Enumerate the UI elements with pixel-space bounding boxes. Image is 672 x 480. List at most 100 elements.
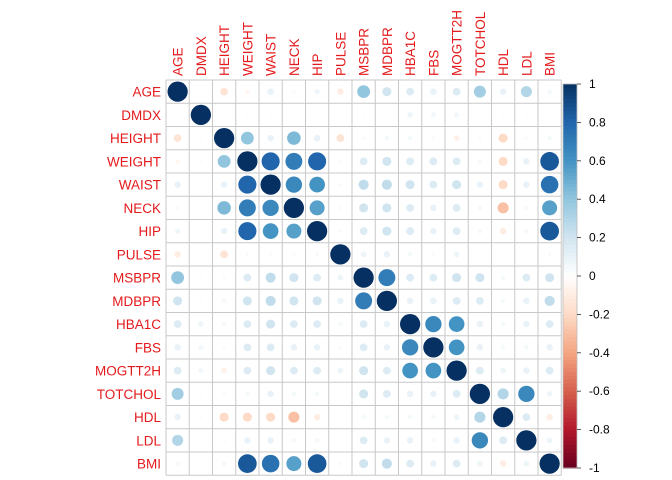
corr-circle-mdbpr-weight — [242, 296, 252, 306]
corr-circle-waist-weight — [238, 175, 257, 194]
corr-circle-totchol-totchol — [469, 383, 490, 404]
colorbar-segment — [563, 291, 577, 296]
corr-circle-age-fbs — [430, 88, 437, 95]
corr-circle-bmi-weight — [238, 454, 257, 473]
colorbar-segment — [563, 341, 577, 346]
corr-circle-neck-totchol — [477, 205, 483, 211]
colorbar-segment — [563, 233, 577, 239]
corr-circle-totchol-bmi — [546, 391, 553, 397]
corr-circle-pulse-fbs — [431, 252, 436, 257]
corr-circle-waist-pulse — [338, 182, 343, 187]
corr-circle-fbs-age — [174, 344, 181, 351]
corr-circle-totchol-fbs — [430, 390, 437, 398]
corr-circle-hdl-age — [174, 413, 181, 421]
corr-circle-pulse-neck — [292, 252, 296, 257]
corr-circle-mdbpr-hdl — [500, 298, 506, 304]
corr-circle-height-waist — [267, 134, 274, 142]
corr-circle-bmi-hip — [307, 454, 327, 473]
corr-circle-mdbpr-totchol — [475, 296, 484, 305]
corr-circle-mdbpr-height — [221, 298, 227, 304]
corr-circle-hdl-mdbpr — [384, 414, 390, 420]
column-label-hba1c: HBA1C — [403, 31, 418, 76]
row-label-totchol: TOTCHOL — [97, 387, 162, 402]
colorbar-segment — [563, 229, 577, 235]
corr-circle-dmdx-dmdx — [190, 104, 211, 125]
corr-circle-hdl-hba1c — [407, 414, 413, 420]
colorbar-segment — [563, 91, 577, 97]
colorbar-segment — [563, 256, 577, 262]
corr-circle-hip-hba1c — [406, 227, 415, 236]
corr-circle-dmdx-ldl — [524, 113, 528, 117]
colorbar-tick-label: 0.4 — [589, 192, 606, 206]
colorbar-segment — [563, 360, 577, 365]
corr-circle-waist-mogtt2h — [452, 180, 462, 190]
corr-circle-ldl-height — [222, 438, 226, 443]
row-label-fbs: FBS — [135, 340, 161, 355]
corr-circle-bmi-msbpr — [359, 459, 369, 469]
corr-circle-age-totchol — [473, 85, 486, 98]
corr-circle-weight-mdbpr — [382, 156, 392, 166]
corr-circle-hdl-bmi — [546, 413, 553, 421]
corr-circle-hip-age — [174, 228, 181, 234]
colorbar-segment — [563, 226, 577, 231]
corr-circle-weight-age — [175, 159, 180, 164]
corr-circle-mogtt2h-bmi — [545, 366, 554, 375]
corr-circle-bmi-hdl — [499, 460, 507, 467]
corr-circle-hba1c-hip — [313, 320, 322, 329]
corr-circle-mogtt2h-ldl — [523, 367, 530, 374]
corr-circle-mogtt2h-hba1c — [402, 362, 418, 379]
corr-circle-fbs-hdl — [500, 345, 506, 350]
corr-circle-mogtt2h-waist — [266, 366, 276, 376]
corr-circle-fbs-totchol — [476, 344, 484, 351]
corr-circle-fbs-ldl — [524, 345, 529, 350]
colorbar-segment — [563, 241, 577, 246]
corr-circle-hip-msbpr — [359, 227, 368, 236]
colorbar-segment — [563, 395, 577, 400]
corr-circle-bmi-neck — [286, 456, 302, 472]
column-label-waist: WAIST — [264, 34, 279, 76]
colorbar-segment — [563, 268, 577, 273]
corr-circle-height-hba1c — [407, 135, 413, 141]
corr-circle-weight-hip — [308, 152, 327, 171]
corr-circle-msbpr-neck — [289, 273, 299, 283]
corr-circle-height-pulse — [336, 134, 345, 143]
corr-circle-hip-fbs — [430, 227, 437, 235]
corr-circle-msbpr-height — [222, 275, 226, 280]
corr-circle-pulse-msbpr — [360, 251, 367, 258]
corr-circle-pulse-bmi — [547, 252, 552, 257]
colorbar-segment — [563, 279, 577, 285]
corr-circle-hip-height — [220, 227, 228, 235]
colorbar-segment — [563, 391, 577, 396]
corr-circle-bmi-mdbpr — [381, 458, 392, 469]
corr-circle-age-bmi — [547, 89, 552, 94]
corr-circle-neck-mogtt2h — [452, 203, 461, 212]
column-label-totchol: TOTCHOL — [473, 11, 488, 76]
colorbar-segment — [563, 406, 577, 411]
corr-circle-height-mogtt2h — [453, 135, 460, 141]
colorbar-segment — [563, 441, 577, 446]
corr-circle-age-height — [220, 87, 229, 96]
colorbar-tick-label: 1 — [589, 77, 596, 91]
corr-circle-dmdx-hip — [315, 113, 319, 117]
row-label-age: AGE — [132, 85, 161, 100]
corr-circle-totchol-mdbpr — [382, 389, 391, 398]
corr-circle-hip-hdl — [499, 227, 507, 235]
corr-circle-age-mogtt2h — [452, 87, 461, 96]
row-label-height: HEIGHT — [110, 131, 161, 146]
column-label-mogtt2h: MOGTT2H — [450, 10, 465, 76]
corr-circle-fbs-neck — [290, 344, 298, 351]
row-label-waist: WAIST — [119, 178, 161, 193]
corr-circle-age-neck — [292, 89, 296, 94]
colorbar-segment — [563, 260, 577, 266]
corr-circle-mogtt2h-neck — [289, 366, 298, 375]
corr-circle-totchol-weight — [245, 391, 250, 397]
corr-circle-ldl-msbpr — [359, 436, 368, 445]
correlation-circles — [167, 81, 560, 474]
colorbar-segment — [563, 387, 577, 392]
corr-circle-weight-pulse — [338, 159, 343, 164]
colorbar-tick-label: 0.2 — [589, 231, 606, 245]
corr-circle-age-hdl — [499, 88, 507, 95]
corr-circle-weight-ldl — [523, 158, 530, 165]
corr-circle-ldl-hdl — [499, 436, 508, 445]
corr-circle-msbpr-totchol — [475, 273, 485, 283]
